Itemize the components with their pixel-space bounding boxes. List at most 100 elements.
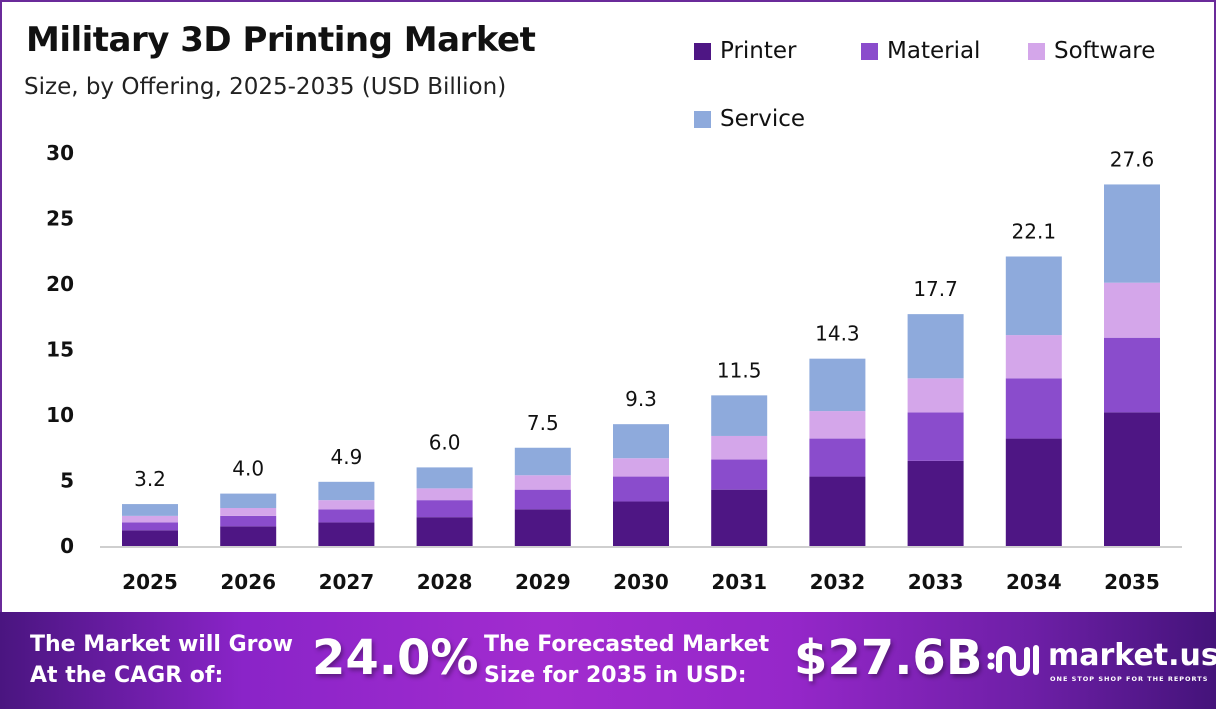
bar-segment-material xyxy=(1005,378,1062,439)
bar-segment-software xyxy=(318,500,375,510)
logo-tagline: ONE STOP SHOP FOR THE REPORTS xyxy=(1050,675,1209,683)
legend-label: Software xyxy=(1054,38,1156,64)
x-tick-label: 2030 xyxy=(613,570,669,594)
total-value-label: 3.2 xyxy=(134,467,166,491)
total-value-label: 14.3 xyxy=(815,322,860,346)
total-value-label: 11.5 xyxy=(717,358,762,382)
summary-banner: The Market will Grow At the CAGR of: 24.… xyxy=(0,612,1216,709)
bar-segment-service xyxy=(711,395,768,436)
bar-segment-printer xyxy=(1104,412,1160,546)
bar-segment-printer xyxy=(514,509,571,546)
legend-label: Printer xyxy=(720,38,797,64)
bar-segment-material xyxy=(514,489,571,510)
bar-segment-printer xyxy=(809,476,866,546)
x-tick-label: 2031 xyxy=(711,570,767,594)
bar-segment-printer xyxy=(416,517,473,546)
cagr-label-line2: At the CAGR of: xyxy=(30,663,224,688)
bar-segment-software xyxy=(711,435,768,460)
legend-item-service[interactable]: Service xyxy=(694,106,805,132)
bar-segment-service xyxy=(220,493,277,509)
bar-segment-material xyxy=(907,412,964,461)
bar-segment-software xyxy=(220,508,277,516)
bar-segment-printer xyxy=(220,526,277,546)
x-tick-label: 2029 xyxy=(515,570,571,594)
bar-segment-service xyxy=(809,358,866,412)
y-tick-label: 30 xyxy=(46,141,74,165)
bar-segment-software xyxy=(613,458,669,477)
bar-segment-material xyxy=(1104,337,1160,413)
bar-segment-service xyxy=(907,314,964,379)
y-tick-label: 0 xyxy=(60,534,74,558)
chart-subtitle: Size, by Offering, 2025-2035 (USD Billio… xyxy=(24,74,507,100)
legend-swatch-software xyxy=(1028,42,1045,60)
x-tick-label: 2035 xyxy=(1104,570,1160,594)
bar-segment-material xyxy=(416,500,473,518)
x-tick-label: 2032 xyxy=(810,570,866,594)
bar-segment-material xyxy=(613,476,669,502)
legend-item-software[interactable]: Software xyxy=(1028,38,1155,64)
legend-item-printer[interactable]: Printer xyxy=(694,38,797,64)
total-value-label: 22.1 xyxy=(1012,219,1057,243)
bar-segment-service xyxy=(318,481,375,501)
y-tick-label: 20 xyxy=(46,272,74,296)
legend-label: Material xyxy=(887,38,981,64)
x-tick-label: 2034 xyxy=(1006,570,1062,594)
bar-segment-service xyxy=(1104,184,1160,283)
bar-segment-material xyxy=(711,459,768,490)
y-tick-label: 5 xyxy=(60,469,74,493)
total-value-label: 17.7 xyxy=(913,277,958,301)
market-us-logo-icon xyxy=(987,645,1039,676)
cagr-value: 24.0% xyxy=(312,630,479,686)
bar-segment-printer xyxy=(711,489,768,546)
legend-swatch-material xyxy=(861,42,878,60)
chart-title: Military 3D Printing Market xyxy=(26,20,536,60)
bar-segment-printer xyxy=(318,522,375,546)
total-value-label: 27.6 xyxy=(1110,147,1155,171)
logo-name: market.us xyxy=(1048,638,1216,673)
bar-segment-software xyxy=(907,378,964,413)
bar-segment-software xyxy=(122,515,178,523)
y-tick-label: 10 xyxy=(46,403,74,427)
legend-swatch-printer xyxy=(694,42,711,60)
bar-segment-service xyxy=(416,467,473,489)
bar-segment-software xyxy=(1005,335,1062,379)
bar-segment-service xyxy=(514,447,571,476)
legend-item-material[interactable]: Material xyxy=(861,38,980,64)
total-value-label: 7.5 xyxy=(527,411,559,435)
bar-segment-software xyxy=(1104,282,1160,338)
bar-segment-material xyxy=(318,509,375,523)
total-value-label: 9.3 xyxy=(625,387,657,411)
x-tick-label: 2025 xyxy=(122,570,178,594)
total-value-label: 6.0 xyxy=(429,430,461,454)
bar-segment-printer xyxy=(122,530,178,546)
x-tick-label: 2033 xyxy=(908,570,964,594)
bar-segment-printer xyxy=(907,460,964,546)
bar-segment-material xyxy=(122,522,178,531)
legend-label: Service xyxy=(720,106,806,132)
cagr-label: The Market will Grow At the CAGR of: xyxy=(30,629,293,691)
stacked-bar-chart: 0510152025303.220254.020264.920276.02028… xyxy=(46,141,1182,594)
total-value-label: 4.0 xyxy=(232,457,264,481)
bar-segment-service xyxy=(1005,256,1062,336)
bar-segment-printer xyxy=(1005,438,1062,546)
bar-segment-service xyxy=(613,424,669,459)
bar-segment-software xyxy=(809,411,866,439)
x-tick-label: 2028 xyxy=(417,570,473,594)
bar-segment-material xyxy=(809,438,866,477)
bar-segment-software xyxy=(416,488,473,501)
bar-segment-material xyxy=(220,515,277,527)
forecast-value: $27.6B xyxy=(794,630,983,686)
x-tick-label: 2026 xyxy=(220,570,276,594)
x-tick-label: 2027 xyxy=(319,570,375,594)
cagr-label-line1: The Market will Grow xyxy=(30,632,293,657)
forecast-label-line2: Size for 2035 in USD: xyxy=(484,663,747,688)
bar-segment-software xyxy=(514,475,571,490)
total-value-label: 4.9 xyxy=(330,445,362,469)
forecast-label-line1: The Forecasted Market xyxy=(484,632,770,657)
bar-segment-printer xyxy=(613,501,669,546)
y-tick-label: 25 xyxy=(46,207,74,231)
forecast-label: The Forecasted Market Size for 2035 in U… xyxy=(484,629,769,691)
legend-swatch-service xyxy=(694,110,711,128)
bar-segment-service xyxy=(122,504,178,516)
y-tick-label: 15 xyxy=(46,338,74,362)
